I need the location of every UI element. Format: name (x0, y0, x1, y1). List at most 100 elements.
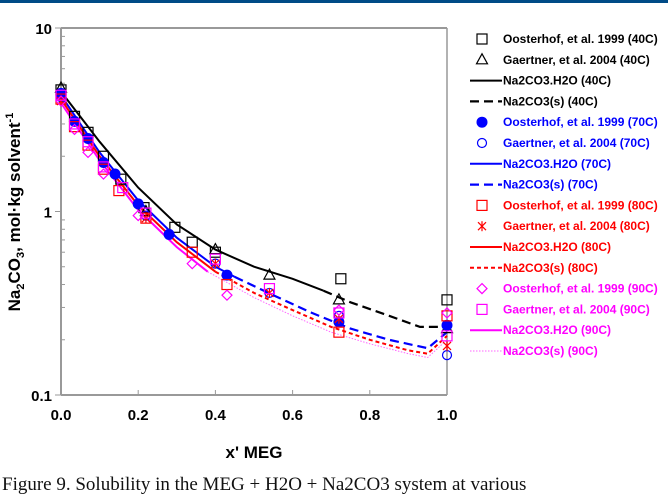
legend-label: Oosterhof, et al. 1999 (90C) (503, 282, 658, 296)
legend: Oosterhof, et al. 1999 (40C) Gaertner, et… (470, 32, 658, 358)
data-point-series-12 (221, 289, 233, 302)
data-point-series-4 (441, 319, 453, 331)
legend-item: Oosterhof, et al. 1999 (80C) (476, 198, 658, 212)
x-tick-label: 0.0 (51, 407, 72, 424)
figure-caption: Figure 9. Solubility in the MEG + H2O + … (2, 474, 527, 495)
series-line-3 (323, 289, 448, 328)
y-tick-label: 1 (44, 205, 52, 222)
legend-item: Na2CO3(s) (70C) (470, 178, 598, 192)
legend-item: Gaertner, et al. 2004 (90C) (476, 302, 650, 316)
y-axis-title-part: , mol·kg solvent (5, 122, 24, 252)
legend-marker-swatch (476, 303, 488, 315)
series-line-6 (60, 94, 236, 278)
legend-label: Na2CO3.H2O (40C) (503, 74, 611, 88)
legend-item: Gaertner, et al. 2004 (80C) (477, 219, 650, 233)
x-tick-label: 0.4 (205, 407, 227, 424)
data-point-series-13 (263, 283, 276, 295)
series-markers (54, 80, 454, 361)
series-line-15 (207, 271, 448, 359)
series-line-11 (214, 270, 448, 355)
y-axis-title-sub: 3 (15, 252, 27, 258)
y-tick-label: 0.1 (31, 388, 52, 405)
data-point-series-8 (333, 326, 345, 338)
legend-label: Gaertner, et al. 2004 (70C) (503, 136, 650, 150)
legend-item: Na2CO3(s) (80C) (470, 261, 598, 275)
data-point-series-12 (55, 95, 67, 107)
legend-label: Na2CO3(s) (40C) (503, 94, 598, 108)
series-line-10 (60, 98, 217, 273)
data-point-series-13 (117, 181, 129, 194)
data-point-series-13 (55, 89, 67, 101)
top-border (0, 0, 668, 3)
data-point-series-4 (82, 132, 94, 144)
legend-item: Na2CO3(s) (40C) (470, 94, 598, 108)
y-axis-title-part: CO (5, 258, 24, 284)
legend-marker-swatch (476, 116, 488, 128)
series-line-2 (60, 90, 324, 292)
x-tick-label: 0.2 (128, 407, 149, 424)
legend-label: Oosterhof, et al. 1999 (40C) (503, 32, 658, 46)
data-point-series-4 (163, 228, 175, 240)
data-point-series-13 (209, 253, 221, 265)
y-tick-label: 10 (35, 21, 52, 38)
legend-item: Na2CO3.H2O (80C) (470, 240, 611, 254)
axes: 0.0 0.2 0.4 0.6 0.8 1.0 0.1 1 10 (31, 21, 457, 424)
data-point-series-8 (113, 184, 125, 197)
legend-label: Na2CO3.H2O (70C) (503, 157, 611, 171)
legend-item: Gaertner, et al. 2004 (70C) (476, 136, 650, 150)
legend-marker-swatch (475, 52, 489, 65)
solubility-chart: 0.0 0.2 0.4 0.6 0.8 1.0 0.1 1 10 Oosterhof, et a… (4, 21, 658, 462)
legend-item: Na2CO3.H2O (90C) (470, 323, 611, 337)
data-point-series-4 (109, 168, 121, 180)
data-point-series-0 (335, 273, 347, 285)
legend-item: Gaertner, et al. 2004 (40C) (475, 52, 650, 67)
data-point-series-12 (132, 209, 145, 222)
data-point-series-12 (68, 123, 81, 136)
data-point-series-1 (262, 267, 276, 280)
x-tick-label: 0.8 (359, 407, 380, 424)
legend-item: Na2CO3.H2O (40C) (470, 74, 611, 88)
data-point-series-1 (332, 292, 346, 305)
data-point-series-13 (82, 136, 94, 148)
legend-label: Na2CO3.H2O (90C) (503, 323, 611, 337)
x-axis-title: x' MEG (226, 443, 283, 462)
legend-item: Oosterhof, et al. 1999 (40C) (476, 32, 658, 46)
legend-label: Gaertner, et al. 2004 (80C) (503, 219, 650, 233)
y-axis-title: Na2CO3, mol·kg solvent-1 (4, 113, 27, 312)
x-tick-label: 1.0 (437, 407, 458, 424)
data-point-series-12 (186, 257, 199, 270)
legend-marker-swatch (476, 282, 488, 295)
data-point-series-8 (441, 310, 453, 322)
legend-item: Oosterhof, et al. 1999 (70C) (476, 115, 658, 129)
data-point-series-4 (221, 269, 233, 281)
data-point-series-12 (82, 146, 94, 159)
x-tick-label: 0.6 (282, 407, 303, 424)
y-axis-title-sub: 2 (15, 283, 27, 289)
legend-label: Na2CO3(s) (80C) (503, 261, 598, 275)
data-point-series-4 (132, 198, 144, 210)
legend-item: Na2CO3(s) (90C) (470, 344, 598, 358)
data-point-series-0 (441, 294, 453, 306)
legend-label: Gaertner, et al. 2004 (90C) (503, 302, 650, 316)
legend-item: Na2CO3.H2O (70C) (470, 157, 611, 171)
y-axis-title-sup: -1 (4, 113, 16, 123)
data-point-series-0 (169, 221, 181, 233)
legend-marker-swatch (476, 199, 488, 211)
data-point-series-12 (441, 307, 453, 319)
legend-item: Oosterhof, et al. 1999 (90C) (476, 282, 658, 296)
data-point-series-13 (441, 330, 453, 342)
legend-label: Na2CO3(s) (90C) (503, 344, 598, 358)
legend-label: Na2CO3.H2O (80C) (503, 240, 611, 254)
legend-label: Na2CO3(s) (70C) (503, 178, 598, 192)
legend-label: Oosterhof, et al. 1999 (80C) (503, 198, 658, 212)
data-point-series-8 (186, 246, 198, 258)
legend-label: Gaertner, et al. 2004 (40C) (503, 53, 650, 67)
data-point-series-13 (333, 307, 345, 319)
data-point-series-13 (68, 118, 81, 130)
legend-label: Oosterhof, et al. 1999 (70C) (503, 115, 658, 129)
data-point-series-13 (97, 161, 110, 173)
data-point-series-13 (140, 207, 152, 219)
y-axis-title-part: Na (5, 289, 24, 311)
legend-marker-swatch (476, 33, 488, 45)
series-lines (60, 90, 448, 359)
